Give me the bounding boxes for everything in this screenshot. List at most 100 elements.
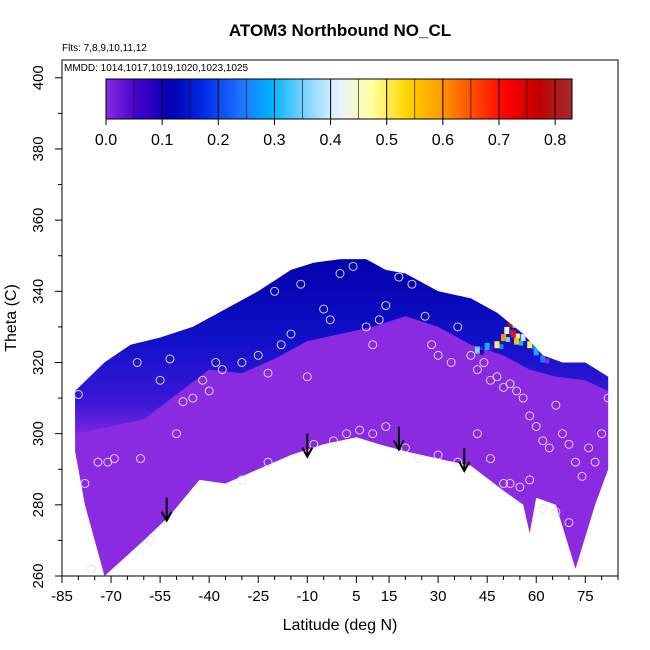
sample-point-29 bbox=[394, 272, 404, 282]
sample-point-4 bbox=[136, 454, 145, 464]
x-tick-label-6: 5 bbox=[352, 588, 360, 605]
hot-cell-6 bbox=[510, 330, 516, 338]
sample-point-80 bbox=[538, 503, 548, 513]
sample-point-36 bbox=[466, 350, 476, 360]
hot-cell-8 bbox=[520, 334, 526, 342]
colorbar-gradient-rect bbox=[105, 78, 573, 120]
sample-point-13 bbox=[217, 365, 227, 375]
sample-point-7 bbox=[172, 429, 181, 439]
sample-point-38 bbox=[479, 358, 489, 367]
sample-point-48 bbox=[544, 443, 554, 453]
sample-point-19 bbox=[270, 286, 280, 296]
hot-cell-edge-10 bbox=[538, 351, 543, 357]
x-tick-label-7: 15 bbox=[381, 588, 398, 605]
sample-point-65 bbox=[329, 436, 338, 446]
sample-point-69 bbox=[381, 422, 391, 431]
hot-cell-11 bbox=[540, 355, 546, 363]
hot-cell-9 bbox=[527, 341, 533, 349]
sample-point-83 bbox=[86, 564, 96, 574]
cb-tick-label-0: 0.0 bbox=[95, 132, 117, 149]
sample-point-74 bbox=[472, 429, 482, 439]
y-tick-label-2: 300 bbox=[30, 421, 47, 446]
cb-tick-label-1: 0.1 bbox=[151, 132, 173, 149]
sample-point-16 bbox=[263, 368, 273, 378]
sample-point-79 bbox=[525, 475, 535, 485]
sample-point-54 bbox=[584, 443, 594, 453]
x-tick-label-9: 45 bbox=[479, 588, 496, 605]
hot-cell-1 bbox=[484, 342, 490, 350]
sample-point-62 bbox=[263, 457, 273, 467]
sample-point-68 bbox=[368, 429, 378, 439]
y-tick-label-5: 360 bbox=[30, 208, 47, 233]
y-axis: 260 280 300 320 340 360 380 400 bbox=[30, 65, 62, 589]
colorbar-ticks: 0.0 0.1 0.2 0.3 0.4 0.5 0.6 0.7 0.8 bbox=[95, 79, 566, 149]
hot-cell-edge-8 bbox=[525, 337, 530, 343]
sample-point-27 bbox=[374, 315, 384, 325]
x-tick-label-8: 30 bbox=[430, 588, 447, 605]
arrows bbox=[160, 426, 471, 523]
sample-point-18 bbox=[286, 329, 296, 339]
sample-point-10 bbox=[204, 386, 214, 396]
sample-point-33 bbox=[433, 350, 443, 360]
y-tick-label-7: 400 bbox=[30, 65, 47, 90]
sample-point-6 bbox=[145, 535, 155, 545]
sample-points bbox=[73, 261, 613, 574]
sample-point-40 bbox=[492, 372, 502, 382]
cb-tick-label-3: 0.3 bbox=[263, 132, 285, 149]
hot-cell-2 bbox=[494, 341, 500, 349]
sample-point-53 bbox=[577, 471, 587, 481]
sample-point-57 bbox=[603, 393, 613, 403]
sample-point-71 bbox=[414, 454, 423, 464]
x-tick-label-3: -40 bbox=[198, 588, 220, 605]
x-tick-label-1: -70 bbox=[100, 588, 122, 605]
cb-tick-label-8: 0.8 bbox=[544, 132, 566, 149]
sample-point-43 bbox=[512, 386, 522, 396]
sample-point-49 bbox=[551, 400, 561, 410]
sample-point-82 bbox=[564, 518, 574, 528]
hot-cell-edge-2 bbox=[499, 344, 504, 350]
arrow-1 bbox=[301, 433, 314, 459]
hot-cell-edge-0 bbox=[479, 349, 484, 355]
x-tick-label-5: -10 bbox=[296, 588, 318, 605]
sample-point-26 bbox=[368, 340, 378, 350]
y-tick-label-3: 320 bbox=[30, 350, 47, 375]
sample-point-34 bbox=[446, 358, 456, 367]
sample-point-46 bbox=[531, 422, 541, 431]
sample-point-17 bbox=[276, 340, 286, 350]
sample-point-12 bbox=[211, 358, 221, 367]
sample-point-60 bbox=[165, 354, 175, 364]
x-tick-label-2: -55 bbox=[149, 588, 171, 605]
hot-cell-3 bbox=[501, 334, 507, 342]
cb-tick-label-7: 0.7 bbox=[488, 132, 510, 149]
sample-point-70 bbox=[400, 443, 410, 453]
hot-cell-10 bbox=[533, 348, 539, 356]
sample-point-78 bbox=[515, 482, 525, 492]
colorbar: 0.0 0.1 0.2 0.3 0.4 0.5 0.6 0.7 0.8 bbox=[95, 78, 573, 149]
sample-point-9 bbox=[188, 393, 198, 403]
sample-point-25 bbox=[361, 322, 371, 332]
hot-cell-0 bbox=[474, 346, 480, 354]
x-axis-label: Latitude (deg N) bbox=[283, 617, 398, 634]
x-tick-label-10: 60 bbox=[528, 588, 545, 605]
sample-point-15 bbox=[253, 350, 263, 360]
y-axis-label: Theta (C) bbox=[3, 284, 20, 352]
sample-point-42 bbox=[505, 379, 515, 389]
hot-cell-edge-5 bbox=[512, 322, 517, 328]
sample-point-67 bbox=[355, 425, 365, 435]
sample-point-81 bbox=[551, 507, 561, 517]
sample-point-64 bbox=[309, 439, 319, 449]
sample-point-11 bbox=[198, 375, 208, 385]
sample-point-35 bbox=[453, 322, 463, 332]
sample-point-24 bbox=[348, 261, 358, 271]
arrow-head-0 bbox=[160, 511, 173, 523]
arrow-2 bbox=[392, 426, 405, 452]
sample-point-45 bbox=[525, 411, 535, 421]
sample-point-58 bbox=[132, 358, 142, 367]
y-tick-label-6: 380 bbox=[30, 136, 47, 161]
sample-point-66 bbox=[342, 429, 351, 439]
sample-point-75 bbox=[485, 454, 495, 464]
sample-point-47 bbox=[538, 436, 548, 446]
sample-point-3 bbox=[109, 454, 119, 464]
hot-cell-5 bbox=[507, 319, 513, 327]
chart-title: ATOM3 Northbound NO_CL bbox=[229, 21, 451, 40]
